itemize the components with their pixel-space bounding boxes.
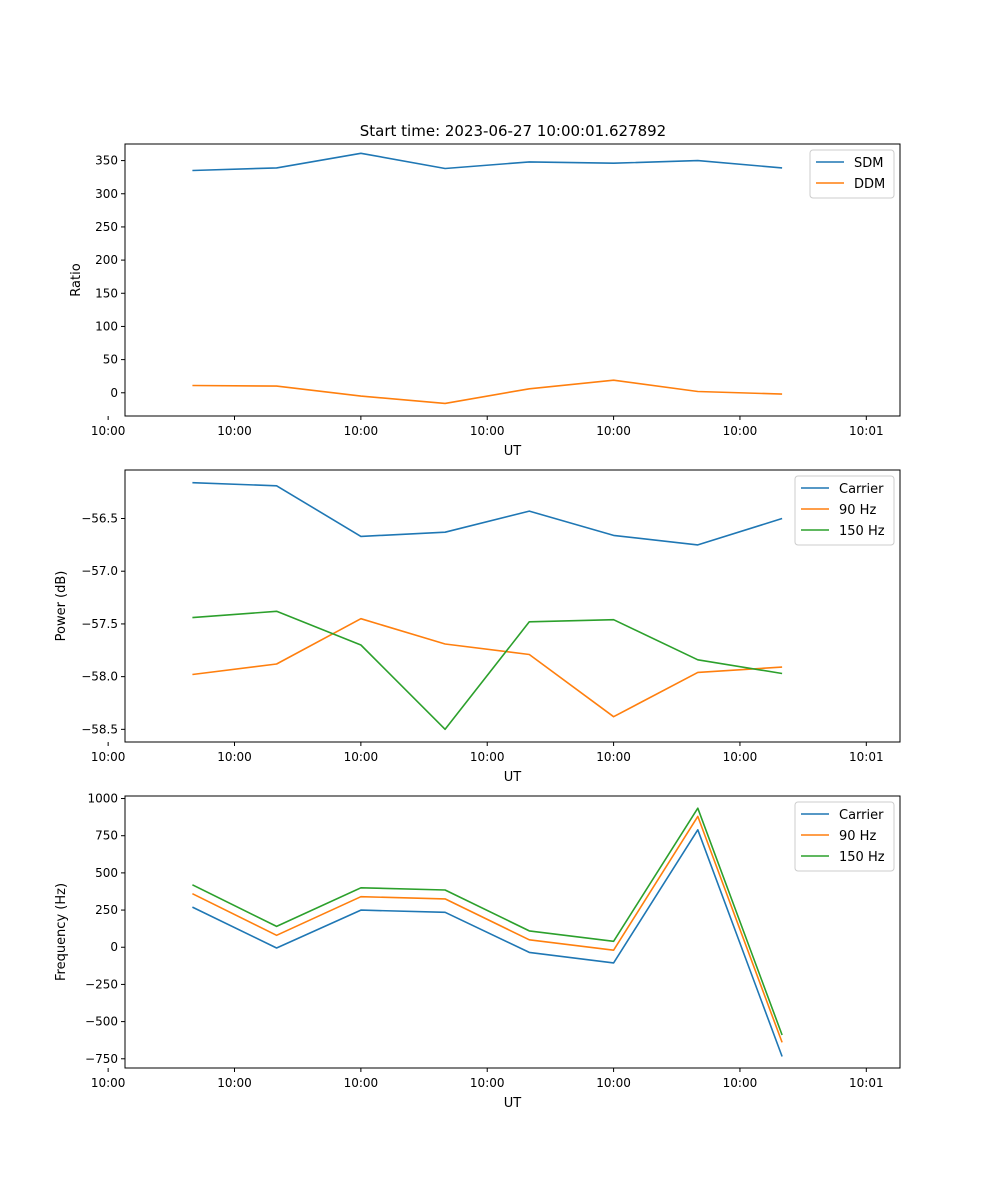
series-line-150-hz [192, 610, 783, 731]
x-tick-label: 10:00 [723, 1076, 758, 1090]
series-line-sdm [192, 152, 783, 172]
x-tick-label: 10:01 [849, 424, 884, 438]
y-axis-label: Ratio [69, 263, 84, 296]
y-tick-label: −56.5 [81, 511, 118, 525]
legend-label: 150 Hz [839, 524, 885, 539]
y-tick-label: 1000 [87, 792, 118, 806]
x-axis-label: UT [504, 444, 522, 459]
series-line-carrier [192, 481, 783, 546]
x-tick-label: 10:00 [217, 424, 252, 438]
x-tick-label: 10:00 [470, 1076, 505, 1090]
y-tick-label: −750 [85, 1052, 118, 1066]
y-tick-label: 50 [103, 353, 118, 367]
x-tick-label: 10:00 [470, 750, 505, 764]
y-tick-label: −57.5 [81, 617, 118, 631]
y-tick-label: 350 [95, 154, 118, 168]
x-tick-label: 10:00 [344, 424, 379, 438]
subplot-3: 10:00 10:00 10:00 10:00 10:00 10:00 10:01 −750 −… [54, 792, 901, 1111]
legend-label: 90 Hz [839, 829, 876, 844]
y-tick-label: 750 [95, 829, 118, 843]
x-tick-label: 10:00 [596, 424, 631, 438]
x-tick-label: 10:00 [596, 750, 631, 764]
x-tick-label: 10:00 [723, 750, 758, 764]
x-tick-label: 10:00 [91, 750, 126, 764]
series-line-150-hz [192, 807, 783, 1036]
legend-label: SDM [854, 156, 883, 171]
x-tick-label: 10:00 [596, 1076, 631, 1090]
y-axis-label: Frequency (Hz) [54, 883, 69, 981]
subplots: 10:00 10:00 10:00 10:00 10:00 10:00 10:01 0 50 10… [54, 143, 901, 1111]
axes-frame [124, 143, 901, 417]
x-axis-label: UT [504, 770, 522, 785]
y-tick-label: 250 [95, 903, 118, 917]
x-tick-label: 10:00 [217, 750, 252, 764]
x-tick-label: 10:01 [849, 1076, 884, 1090]
x-tick-label: 10:00 [470, 424, 505, 438]
y-tick-label: 0 [110, 386, 118, 400]
x-tick-label: 10:00 [91, 1076, 126, 1090]
x-tick-label: 10:00 [217, 1076, 252, 1090]
legend-label: 150 Hz [839, 850, 885, 865]
x-tick-label: 10:00 [344, 1076, 379, 1090]
x-axis-label: UT [504, 1096, 522, 1111]
series-line-carrier [192, 828, 783, 1057]
x-tick-label: 10:00 [723, 424, 758, 438]
legend: Carrier 90 Hz 150 Hz [794, 475, 895, 546]
y-tick-label: 300 [95, 187, 118, 201]
legend-label: DDM [854, 177, 885, 192]
y-tick-label: 100 [95, 319, 118, 333]
x-tick-label: 10:01 [849, 750, 884, 764]
legend-box [794, 475, 895, 546]
y-tick-label: 0 [110, 940, 118, 954]
legend: Carrier 90 Hz 150 Hz [794, 801, 895, 872]
subplot-2: 10:00 10:00 10:00 10:00 10:00 10:00 10:01 −58.5… [54, 469, 901, 785]
y-axis-label: Power (dB) [54, 571, 69, 642]
axes-frame [124, 795, 901, 1069]
subplot-1: 10:00 10:00 10:00 10:00 10:00 10:00 10:01 0 50 10… [69, 143, 901, 459]
series-line-90-hz [192, 815, 783, 1043]
y-tick-label: −500 [85, 1015, 118, 1029]
legend-label: 90 Hz [839, 503, 876, 518]
legend-label: Carrier [839, 808, 884, 823]
legend-box [794, 801, 895, 872]
series-line-90-hz [192, 617, 783, 718]
series-line-ddm [192, 379, 783, 405]
legend-label: Carrier [839, 482, 884, 497]
y-tick-label: 150 [95, 286, 118, 300]
y-tick-label: −250 [85, 977, 118, 991]
y-tick-label: −57.0 [81, 564, 118, 578]
x-tick-label: 10:00 [91, 424, 126, 438]
legend: SDM DDM [809, 149, 895, 199]
y-tick-label: −58.5 [81, 722, 118, 736]
figure-title: Start time: 2023-06-27 10:00:01.627892 [360, 122, 666, 140]
y-tick-label: 250 [95, 220, 118, 234]
y-tick-label: −58.0 [81, 670, 118, 684]
y-tick-label: 500 [95, 866, 118, 880]
axes-frame [124, 469, 901, 743]
y-tick-label: 200 [95, 253, 118, 267]
x-tick-label: 10:00 [344, 750, 379, 764]
